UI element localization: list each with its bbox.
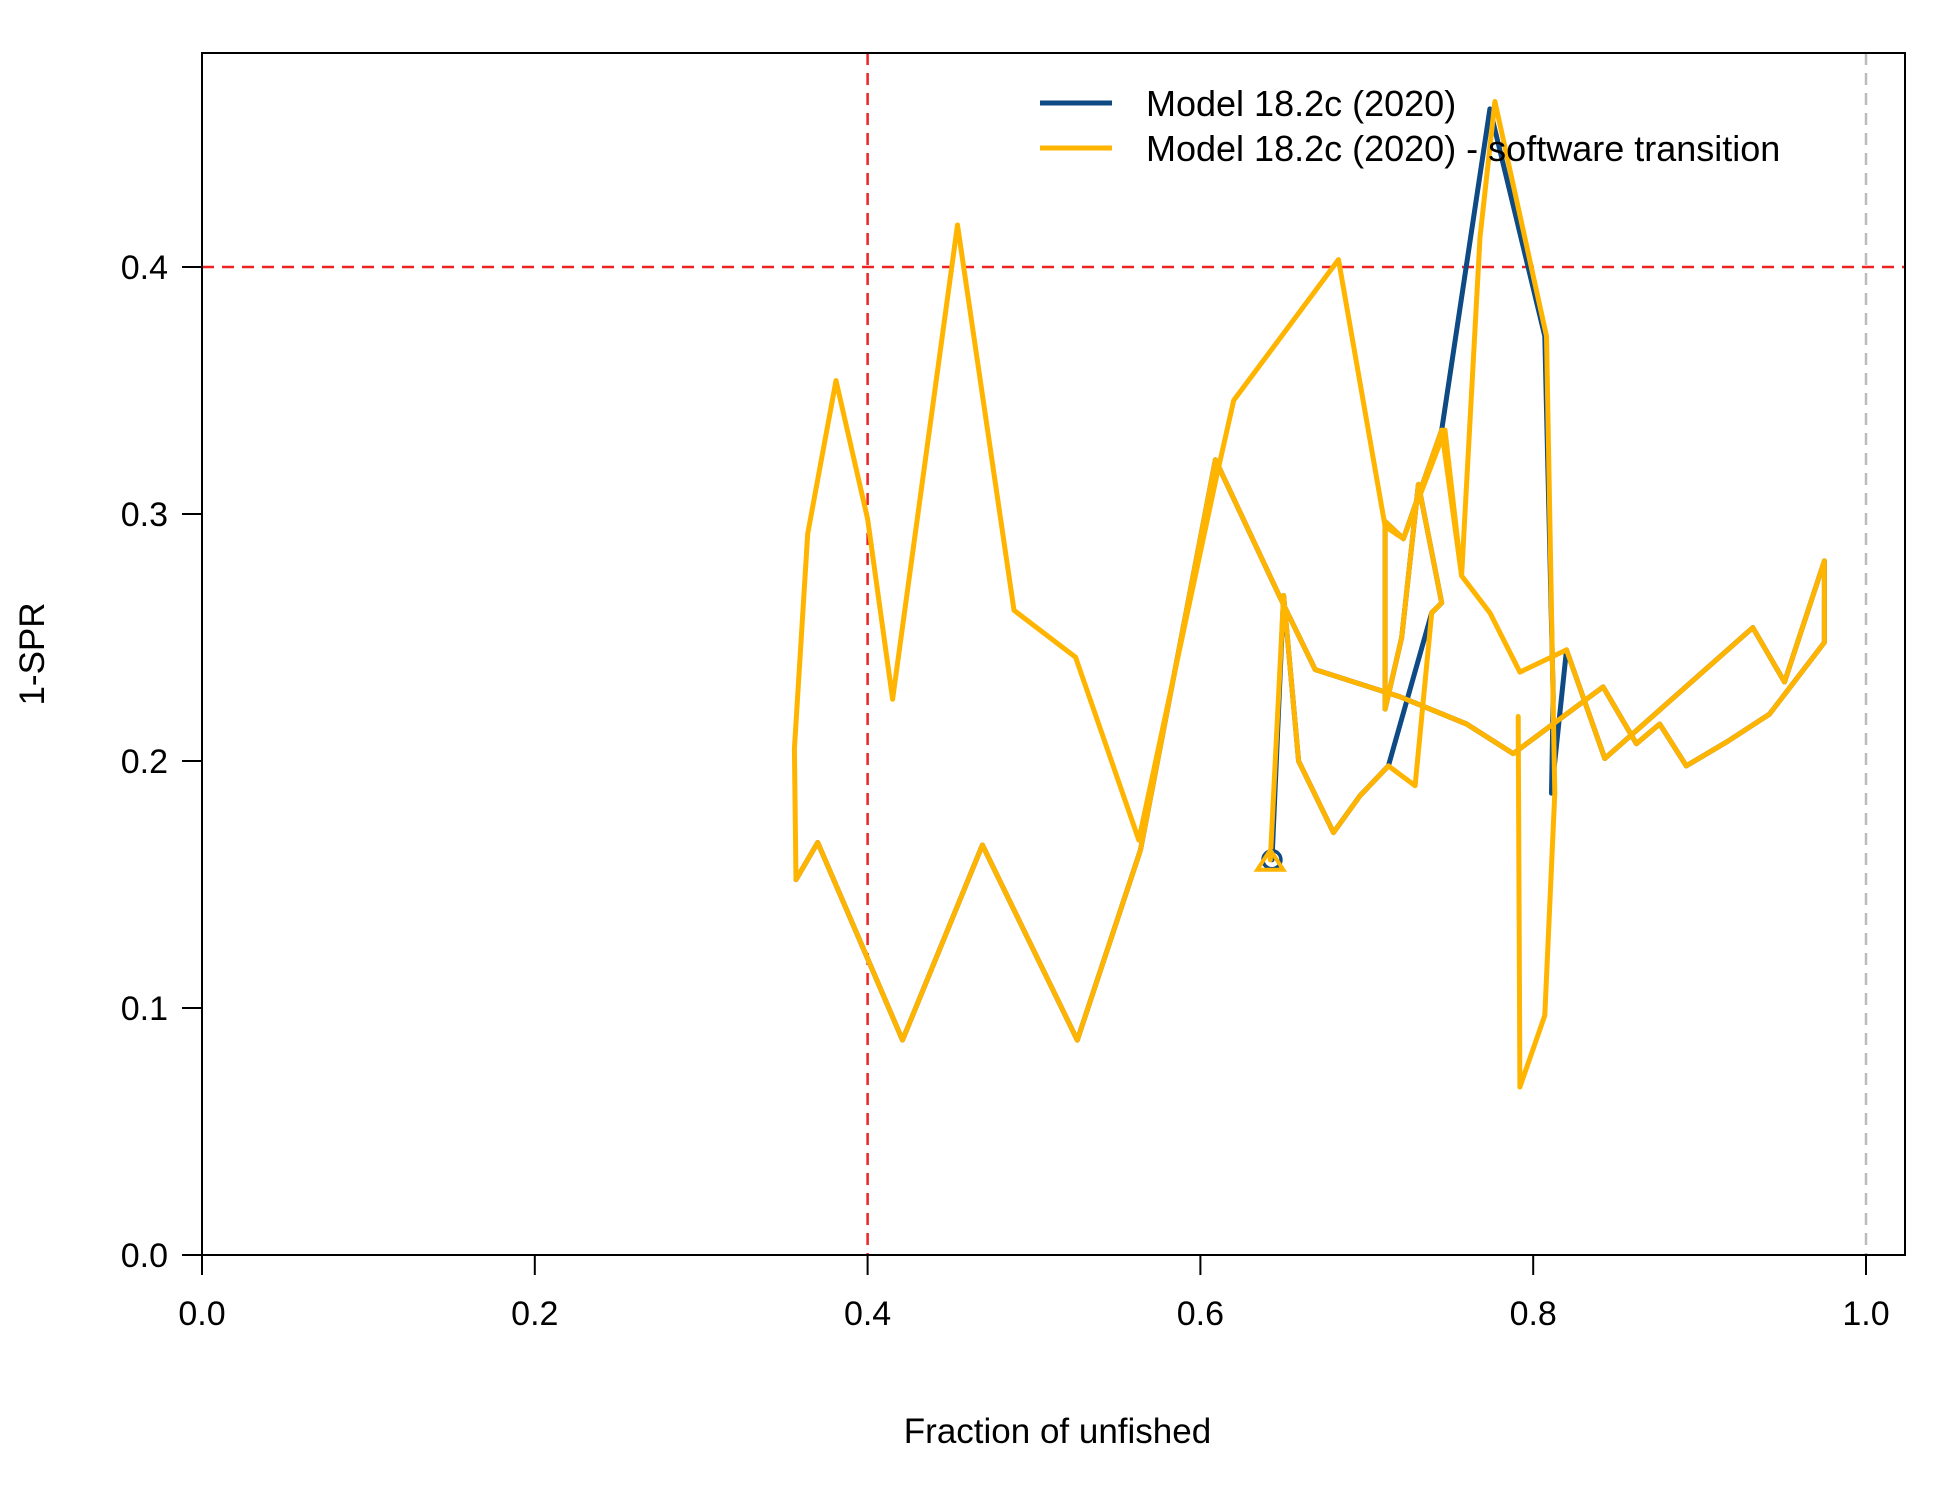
x-tick-label: 0.4 bbox=[844, 1295, 891, 1333]
legend-label-1: Model 18.2c (2020) - software transition bbox=[1146, 128, 1780, 169]
x-tick-label: 0.0 bbox=[178, 1295, 225, 1333]
y-tick-label: 0.2 bbox=[121, 743, 168, 781]
y-axis: 0.0 0.1 0.2 0.3 0.4 bbox=[121, 249, 202, 1275]
plot-frame bbox=[201, 52, 1906, 1256]
series-line-0 bbox=[793, 106, 1827, 1043]
x-tick-label: 0.6 bbox=[1177, 1295, 1224, 1333]
y-tick-label: 0.3 bbox=[121, 496, 168, 534]
y-tick-label: 0.4 bbox=[121, 249, 168, 287]
series-line-1 bbox=[791, 427, 1827, 1043]
y-tick-label: 0.0 bbox=[121, 1237, 168, 1275]
x-axis: 0.0 0.2 0.4 0.6 0.8 1.0 bbox=[178, 1255, 1890, 1333]
series-line-2 bbox=[791, 99, 1558, 1090]
legend: Model 18.2c (2020)Model 18.2c (2020) - s… bbox=[1040, 83, 1780, 169]
end-markers bbox=[1253, 846, 1287, 872]
reference-lines bbox=[202, 53, 1905, 1255]
x-tick-label: 1.0 bbox=[1842, 1295, 1889, 1333]
legend-label-0: Model 18.2c (2020) bbox=[1146, 83, 1456, 124]
series-end-marker-1 bbox=[1253, 846, 1287, 872]
y-axis-label: 1-SPR bbox=[13, 602, 52, 705]
x-tick-label: 0.8 bbox=[1510, 1295, 1557, 1333]
series-layer bbox=[791, 99, 1827, 1090]
x-tick-label: 0.2 bbox=[511, 1295, 558, 1333]
y-tick-label: 0.1 bbox=[121, 990, 168, 1028]
x-axis-label: Fraction of unfished bbox=[904, 1412, 1211, 1451]
